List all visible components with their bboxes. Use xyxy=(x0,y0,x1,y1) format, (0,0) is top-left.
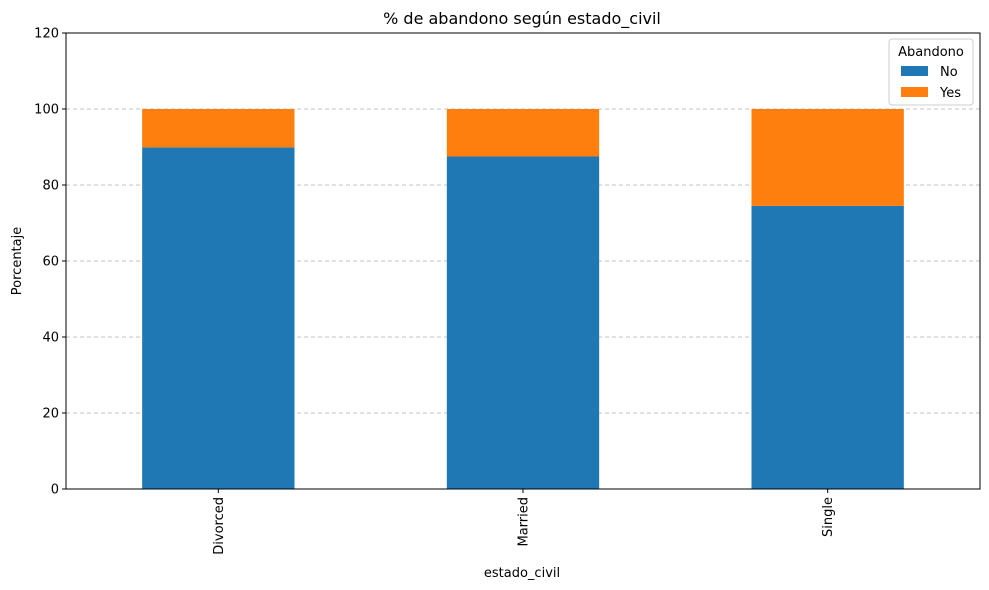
y-tick-label: 120 xyxy=(34,27,59,42)
bar-single-yes xyxy=(751,109,904,206)
bar-single-no xyxy=(751,205,904,489)
y-tick-label: 60 xyxy=(42,255,59,270)
x-tick-label: Divorced xyxy=(212,497,227,555)
legend: Abandono No Yes xyxy=(888,38,974,106)
y-tick-label: 100 xyxy=(34,103,59,118)
x-axis-ticks: Divorced Married Single xyxy=(212,489,836,555)
legend-label-no: No xyxy=(940,65,958,80)
y-axis-ticks: 0 20 40 60 80 100 120 xyxy=(34,27,66,498)
legend-label-yes: Yes xyxy=(939,86,961,101)
x-axis-label: estado_civil xyxy=(484,566,560,581)
legend-items: No Yes xyxy=(901,65,961,101)
x-tick-label: Single xyxy=(821,497,836,537)
y-tick-label: 40 xyxy=(42,331,59,346)
x-tick-label: Married xyxy=(517,497,532,547)
legend-swatch-yes xyxy=(901,87,928,97)
y-tick-label: 80 xyxy=(42,179,59,194)
bar-married-yes xyxy=(446,109,600,157)
bar-divorced-no xyxy=(142,147,295,489)
bars xyxy=(142,109,904,489)
y-tick-label: 0 xyxy=(51,483,59,498)
bar-married-no xyxy=(446,156,600,489)
y-axis-label: Porcentaje xyxy=(10,227,25,295)
chart-title: % de abandono según estado_civil xyxy=(383,9,661,29)
legend-title: Abandono xyxy=(898,45,964,60)
bar-divorced-yes xyxy=(142,109,295,148)
y-tick-label: 20 xyxy=(42,407,59,422)
legend-swatch-no xyxy=(901,66,928,76)
